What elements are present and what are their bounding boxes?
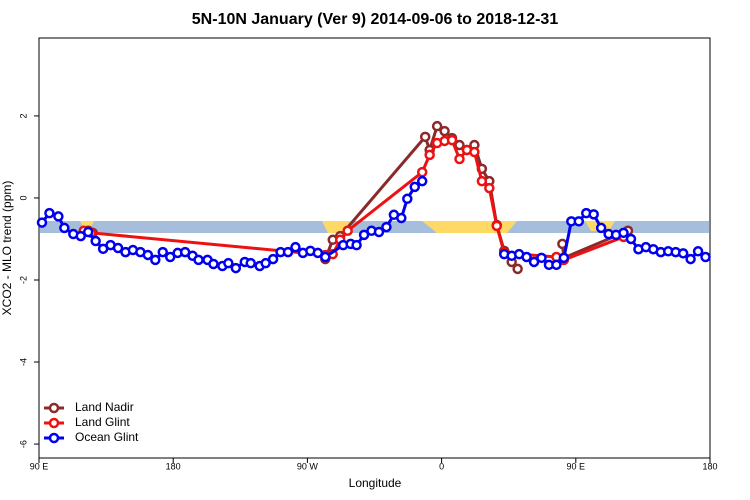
point	[521, 251, 532, 263]
x-tick-label: 90 W	[297, 461, 319, 471]
point	[53, 211, 64, 222]
point	[193, 254, 204, 266]
point	[618, 227, 629, 239]
point	[409, 181, 421, 193]
point	[36, 217, 48, 228]
point	[157, 246, 169, 258]
point	[351, 239, 362, 251]
point	[267, 253, 279, 265]
legend-swatch	[48, 432, 60, 444]
point	[223, 257, 234, 269]
point	[245, 257, 256, 269]
point	[373, 226, 385, 238]
y-tick-label: 0	[18, 195, 28, 200]
x-tick-label: 0	[439, 461, 444, 471]
point	[381, 221, 392, 233]
point	[150, 254, 161, 266]
point	[164, 251, 176, 263]
point	[416, 175, 428, 187]
point	[551, 259, 562, 271]
y-tick-label: -4	[18, 358, 28, 366]
legend-swatch	[48, 417, 60, 429]
point	[142, 249, 154, 261]
point	[692, 246, 704, 257]
point	[112, 242, 124, 254]
point	[260, 257, 271, 269]
point	[573, 216, 585, 227]
point	[700, 251, 711, 263]
point	[595, 222, 607, 234]
point	[208, 258, 219, 270]
point	[558, 252, 570, 264]
point	[454, 153, 465, 165]
x-tick-label: 90 E	[567, 461, 586, 471]
point	[431, 120, 443, 132]
point	[424, 149, 435, 161]
x-tick-label: 180	[702, 461, 717, 471]
point	[685, 253, 696, 265]
point	[512, 263, 523, 275]
point	[396, 212, 407, 224]
point	[282, 246, 294, 258]
legend-label: Ocean Glint	[75, 430, 139, 444]
point	[290, 241, 301, 253]
point	[588, 209, 599, 220]
legend-label: Land Nadir	[75, 400, 134, 414]
legend-label: Land Glint	[75, 415, 130, 429]
y-tick-label: -6	[18, 440, 28, 448]
point	[484, 182, 495, 194]
point	[416, 166, 428, 178]
point	[59, 222, 70, 234]
y-tick-label: 2	[18, 113, 28, 118]
point	[469, 146, 480, 158]
point	[44, 207, 55, 219]
point	[446, 134, 458, 146]
x-tick-label: 90 E	[30, 461, 49, 471]
point	[320, 251, 331, 263]
point	[82, 226, 94, 238]
point	[476, 175, 488, 187]
x-axis-label: Longitude	[349, 476, 402, 490]
y-axis-label: XCO2 - MLO trend (ppm)	[0, 181, 14, 316]
x-tick-label: 180	[166, 461, 181, 471]
point	[230, 262, 242, 274]
point	[90, 235, 101, 247]
point	[312, 247, 324, 259]
point	[358, 229, 370, 241]
legend-swatch	[48, 402, 60, 414]
point	[491, 220, 503, 232]
chart-title: 5N-10N January (Ver 9) 2014-09-06 to 201…	[192, 11, 559, 28]
point	[342, 225, 353, 237]
point	[536, 252, 547, 264]
y-tick-label: -2	[18, 276, 28, 284]
point	[625, 233, 637, 245]
point	[439, 125, 450, 137]
point	[419, 131, 431, 143]
plot-frame	[38, 37, 711, 459]
point	[528, 256, 540, 268]
point	[75, 230, 87, 242]
point	[677, 248, 689, 259]
point	[402, 193, 413, 205]
